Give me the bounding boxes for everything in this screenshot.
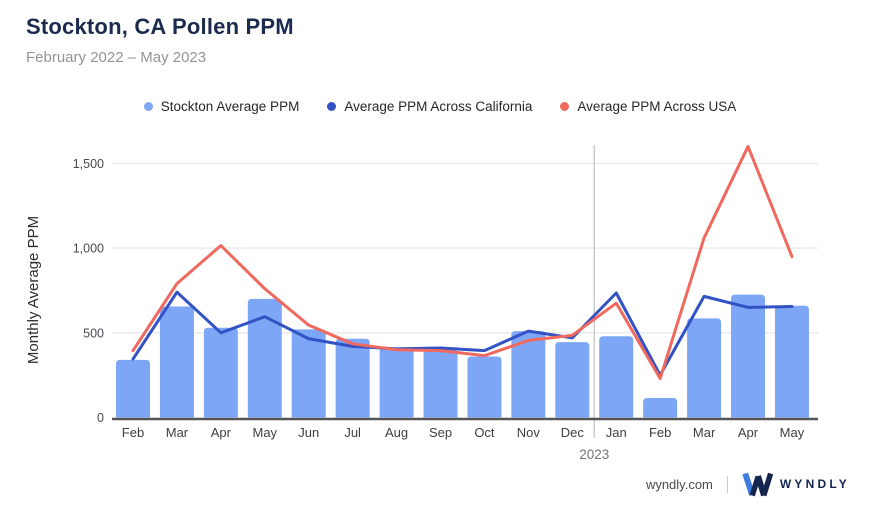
x-tick-label-13: Mar — [693, 425, 716, 440]
x-tick-label-10: Dec — [561, 425, 585, 440]
footer-divider — [726, 475, 728, 493]
x-tick-label-15: May — [780, 425, 805, 440]
legend-item-stockton: Stockton Average PPM — [143, 99, 300, 114]
bar-apr-14 — [731, 294, 766, 418]
x-tick-label-11: Jan — [606, 425, 627, 440]
legend-dot-usa — [560, 102, 570, 111]
bar-jul-5 — [335, 338, 370, 418]
chart-header: Stockton, CA Pollen PPM February 2022 – … — [26, 14, 294, 66]
y-axis-title: Monthly Average PPM — [25, 216, 42, 364]
y-tick-label-1500: 1,500 — [73, 157, 104, 171]
bar-oct-8 — [467, 356, 502, 418]
x-tick-label-8: Oct — [474, 425, 495, 440]
footer-site-link[interactable]: wyndly.com — [645, 476, 713, 492]
line-average-ppm-across-usa — [131, 144, 794, 381]
wyndly-wordmark: WYNDLY — [779, 477, 850, 491]
bar-dec-10 — [555, 342, 590, 418]
bar-feb-12 — [643, 398, 678, 418]
x-tick-label-3: May — [253, 425, 278, 440]
legend-label-usa: Average PPM Across USA — [577, 99, 737, 114]
bar-may-15 — [774, 305, 809, 418]
legend-label-california: Average PPM Across California — [344, 99, 533, 114]
x-tick-label-2: Apr — [211, 425, 232, 440]
legend-item-california: Average PPM Across California — [327, 99, 532, 114]
x-tick-label-5: Jul — [344, 425, 361, 440]
x-tick-label-7: Sep — [429, 425, 452, 440]
wyndly-logo: WYNDLY — [742, 472, 850, 497]
bar-apr-2 — [203, 327, 238, 418]
bar-mar-13 — [687, 318, 722, 418]
footer: wyndly.com WYNDLY — [646, 469, 850, 499]
legend-label-stockton: Stockton Average PPM — [160, 99, 300, 114]
line-average-ppm-across-california — [131, 290, 794, 377]
y-tick-label-0: 0 — [97, 411, 104, 425]
legend-dot-california — [327, 102, 337, 111]
bar-mar-1 — [159, 306, 194, 418]
year-label: 2023 — [579, 447, 609, 462]
bar-jan-11 — [599, 336, 634, 418]
chart-legend: Stockton Average PPM Average PPM Across … — [0, 99, 880, 114]
x-tick-label-4: Jun — [298, 425, 319, 440]
x-tick-label-1: Mar — [166, 425, 189, 440]
x-tick-label-0: Feb — [122, 425, 144, 440]
y-tick-label-1000: 1,000 — [73, 242, 104, 256]
y-tick-label-500: 500 — [83, 326, 104, 340]
bar-nov-9 — [511, 331, 546, 418]
bar-aug-6 — [379, 348, 414, 418]
legend-dot-stockton — [143, 102, 153, 111]
x-tick-label-9: Nov — [517, 425, 541, 440]
legend-item-usa: Average PPM Across USA — [560, 99, 736, 114]
bar-may-3 — [247, 298, 282, 418]
x-tick-label-12: Feb — [649, 425, 671, 440]
date-range-subtitle: February 2022 – May 2023 — [26, 49, 207, 66]
bar-jun-4 — [291, 329, 326, 418]
x-tick-label-14: Apr — [738, 425, 759, 440]
x-tick-label-6: Aug — [385, 425, 408, 440]
bar-sep-7 — [423, 349, 458, 418]
bar-feb-0 — [116, 359, 150, 418]
wyndly-w-icon — [742, 472, 773, 496]
page-title: Stockton, CA Pollen PPM — [26, 14, 294, 39]
